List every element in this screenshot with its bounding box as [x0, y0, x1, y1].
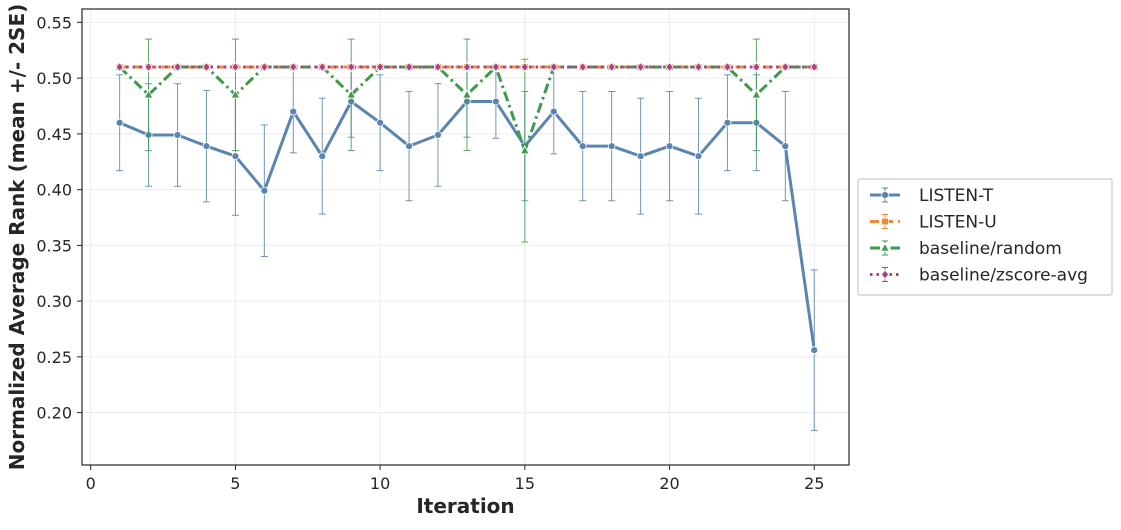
legend-item-listen-t: LISTEN-T — [870, 186, 994, 206]
y-tick-label: 0.25 — [36, 348, 72, 367]
plot-frame — [81, 8, 850, 466]
listen-t-point — [173, 131, 182, 139]
x-tick-label: 10 — [370, 474, 390, 493]
x-axis-title: Iteration — [416, 494, 514, 518]
listen-t-point — [260, 186, 269, 195]
baseline-zscore-avg-point — [491, 61, 501, 73]
baseline-random-point — [346, 89, 357, 99]
series-baseline-zscore-avg — [115, 61, 819, 73]
listen-t-point — [694, 152, 703, 161]
listen-t-point — [231, 152, 240, 161]
baseline-zscore-avg-point — [665, 61, 674, 73]
baseline-zscore-avg-point — [752, 61, 761, 73]
listen-t-point — [405, 142, 413, 151]
baseline-zscore-avg-point — [260, 61, 269, 73]
listen-t-point — [376, 118, 385, 127]
listen-t-point — [578, 142, 587, 151]
axes: 0 5 10 15 20 25 0.20 0.25 0.30 0.35 0.40 0.45 0.50 0.… — [36, 13, 824, 493]
legend-label: LISTEN-U — [919, 213, 997, 233]
baseline-zscore-avg-point — [607, 61, 616, 73]
legend-label: LISTEN-T — [919, 186, 994, 206]
y-tick-label: 0.50 — [36, 69, 72, 88]
baseline-zscore-avg-point — [433, 61, 443, 73]
baseline-zscore-avg-point — [347, 61, 356, 73]
legend-item-baseline-zscore-avg: baseline/zscore-avg — [870, 266, 1088, 286]
baseline-zscore-avg-point — [289, 61, 298, 73]
listen-t-point — [549, 107, 558, 116]
baseline-zscore-avg-point — [376, 61, 385, 73]
baseline-zscore-avg-point — [520, 61, 529, 73]
baseline-zscore-avg-point — [231, 61, 240, 73]
baseline-zscore-avg-point — [318, 61, 327, 73]
x-tick-label: 20 — [659, 474, 679, 493]
listen-t-point — [636, 152, 645, 161]
listen-t-point — [289, 107, 298, 116]
legend-box — [857, 178, 1113, 296]
baseline-random-point — [751, 89, 762, 99]
listen-t-point — [810, 346, 819, 355]
x-tick-label: 15 — [515, 474, 535, 493]
baseline-random-point — [143, 89, 154, 99]
listen-t-point — [491, 97, 500, 106]
x-tick-label: 0 — [86, 474, 96, 493]
baseline-zscore-avg-point — [781, 61, 790, 73]
legend: LISTEN-T LISTEN-U baseline/random baseline/… — [857, 178, 1113, 296]
baseline-zscore-avg-point — [694, 61, 703, 73]
y-tick-label: 0.55 — [36, 13, 72, 32]
listen-t-point — [202, 142, 211, 151]
legend-swatch-marker — [880, 269, 890, 280]
baseline-zscore-avg-point — [549, 61, 558, 73]
y-tick-label: 0.45 — [36, 125, 72, 144]
listen-t-point — [318, 152, 327, 161]
legend-swatch-marker — [880, 242, 890, 252]
series-layer — [114, 38, 820, 431]
y-tick-label: 0.35 — [36, 236, 72, 255]
baseline-zscore-avg-point — [404, 61, 414, 73]
legend-swatch-marker — [881, 191, 889, 199]
baseline-zscore-avg-point — [115, 61, 124, 73]
legend-label: baseline/zscore-avg — [919, 266, 1088, 286]
listen-t-point — [723, 118, 732, 127]
listen-t-point — [115, 118, 124, 127]
x-tick-label: 5 — [230, 474, 240, 493]
baseline-zscore-avg-point — [578, 61, 587, 73]
listen-t-point — [607, 142, 616, 151]
y-tick-label: 0.40 — [36, 181, 72, 200]
baseline-zscore-avg-point — [723, 61, 732, 73]
baseline-random-point — [519, 145, 530, 155]
legend-item-baseline-random: baseline/random — [870, 239, 1062, 259]
baseline-zscore-avg-point — [144, 61, 153, 73]
listen-t-point — [434, 131, 442, 139]
baseline-zscore-avg-point — [462, 61, 472, 73]
baseline-random-point — [230, 89, 241, 99]
baseline-zscore-avg-point — [173, 61, 182, 73]
x-tick-label: 25 — [804, 474, 824, 493]
baseline-zscore-avg-point — [202, 61, 211, 73]
y-tick-label: 0.30 — [36, 292, 72, 311]
baseline-random-point — [462, 89, 472, 99]
legend-item-listen-u: LISTEN-U — [870, 213, 997, 233]
baseline-zscore-avg-point — [636, 61, 645, 73]
baseline-zscore-avg-point — [810, 61, 819, 73]
y-tick-label: 0.20 — [36, 404, 72, 423]
listen-t-point — [781, 142, 790, 151]
legend-swatch-marker — [881, 217, 889, 226]
listen-t-point — [665, 142, 674, 151]
y-axis-title: Normalized Average Rank (mean +/- 2SE) — [5, 4, 29, 471]
legend-label: baseline/random — [919, 239, 1062, 259]
